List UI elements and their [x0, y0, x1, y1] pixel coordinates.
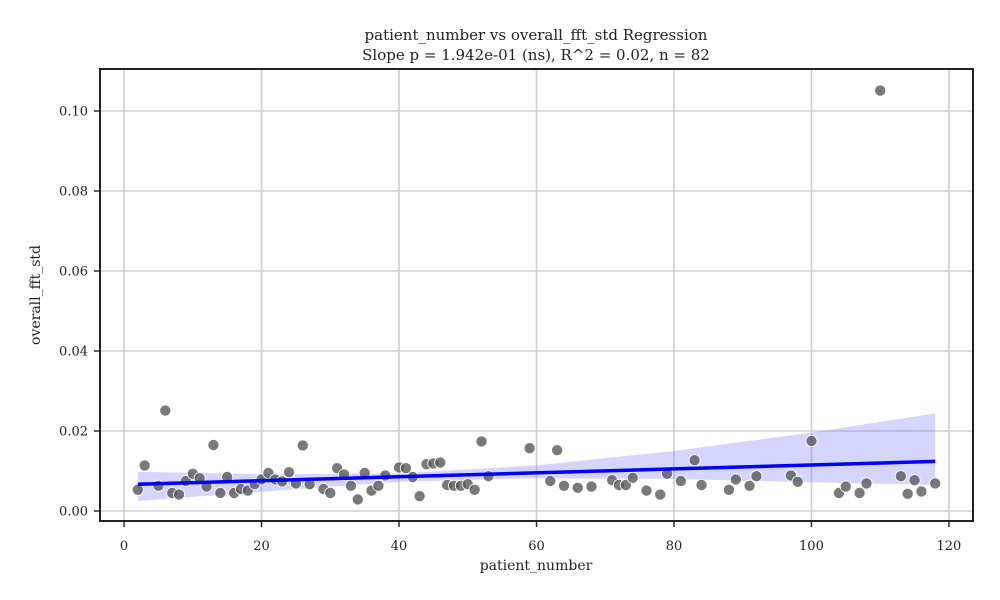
scatter-point [159, 404, 172, 417]
y-tick-label: 0.10 [59, 105, 88, 120]
scatter-point [523, 442, 536, 455]
scatter-point [695, 478, 708, 491]
x-axis-label: patient_number [480, 558, 593, 574]
scatter-point [482, 470, 495, 483]
scatter-point [283, 466, 296, 479]
scatter-point [544, 474, 557, 487]
scatter-point [351, 493, 364, 506]
scatter-point [207, 438, 220, 451]
scatter-point [296, 439, 309, 452]
scatter-point [908, 474, 921, 487]
scatter-point [929, 477, 942, 490]
y-axis: 0.00 0.02 0.04 0.06 0.08 0.10 [59, 105, 100, 520]
scatter-point [722, 483, 735, 496]
x-axis: 0 20 40 60 80 100 120 [120, 521, 961, 554]
scatter-point [853, 486, 866, 499]
scatter-point [791, 475, 804, 488]
scatter-point [468, 483, 481, 496]
scatter-point [434, 456, 447, 469]
scatter-point [839, 480, 852, 493]
scatter-point [475, 435, 488, 448]
y-tick-label: 0.00 [59, 505, 88, 520]
scatter-point [344, 479, 357, 492]
scatter-point [585, 480, 598, 493]
scatter-point [674, 474, 687, 487]
scatter-point [372, 479, 385, 492]
x-tick-label: 60 [528, 539, 545, 554]
y-tick-label: 0.06 [59, 265, 88, 280]
scatter-point [551, 444, 564, 457]
x-tick-label: 120 [937, 539, 962, 554]
scatter-point [901, 487, 914, 500]
scatter-point [860, 477, 873, 490]
x-tick-label: 0 [120, 539, 128, 554]
chart-title: patient_number vs overall_fft_std Regres… [365, 26, 708, 44]
scatter-point [743, 479, 756, 492]
scatter-point [557, 479, 570, 492]
x-tick-label: 80 [666, 539, 683, 554]
scatter-point [626, 471, 639, 484]
scatter-point [324, 486, 337, 499]
y-tick-label: 0.08 [59, 185, 88, 200]
scatter-point [399, 462, 412, 475]
x-tick-label: 20 [253, 539, 270, 554]
scatter-point [654, 488, 667, 501]
scatter-point [131, 483, 144, 496]
scatter-point [413, 490, 426, 503]
regression-line [137, 459, 936, 486]
x-tick-label: 40 [391, 539, 408, 554]
regression-line-path [137, 459, 936, 486]
scatter-point [173, 488, 186, 501]
scatter-point [571, 481, 584, 494]
chart-subtitle: Slope p = 1.942e-01 (ns), R^2 = 0.02, n … [362, 46, 710, 64]
scatter-point [138, 459, 151, 472]
scatter-point [805, 434, 818, 447]
gridlines [100, 69, 973, 521]
y-axis-label: overall_fft_std [28, 245, 44, 345]
y-tick-label: 0.04 [59, 345, 88, 360]
scatter-point [874, 84, 887, 97]
scatter-point [729, 473, 742, 486]
scatter-point [894, 470, 907, 483]
x-tick-label: 100 [799, 539, 824, 554]
scatter-point [214, 486, 227, 499]
scatter-point [688, 454, 701, 467]
scatter-point [640, 484, 653, 497]
scatter-point [750, 470, 763, 483]
scatter-point [915, 485, 928, 498]
y-tick-label: 0.02 [59, 425, 88, 440]
